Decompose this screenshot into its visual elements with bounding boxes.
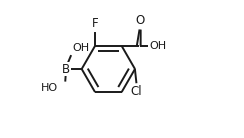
Text: F: F xyxy=(92,17,98,30)
Text: Cl: Cl xyxy=(131,85,142,98)
Text: B: B xyxy=(62,63,70,75)
Text: HO: HO xyxy=(41,83,59,93)
Text: OH: OH xyxy=(72,43,89,53)
Text: O: O xyxy=(135,14,145,27)
Text: OH: OH xyxy=(149,41,166,51)
